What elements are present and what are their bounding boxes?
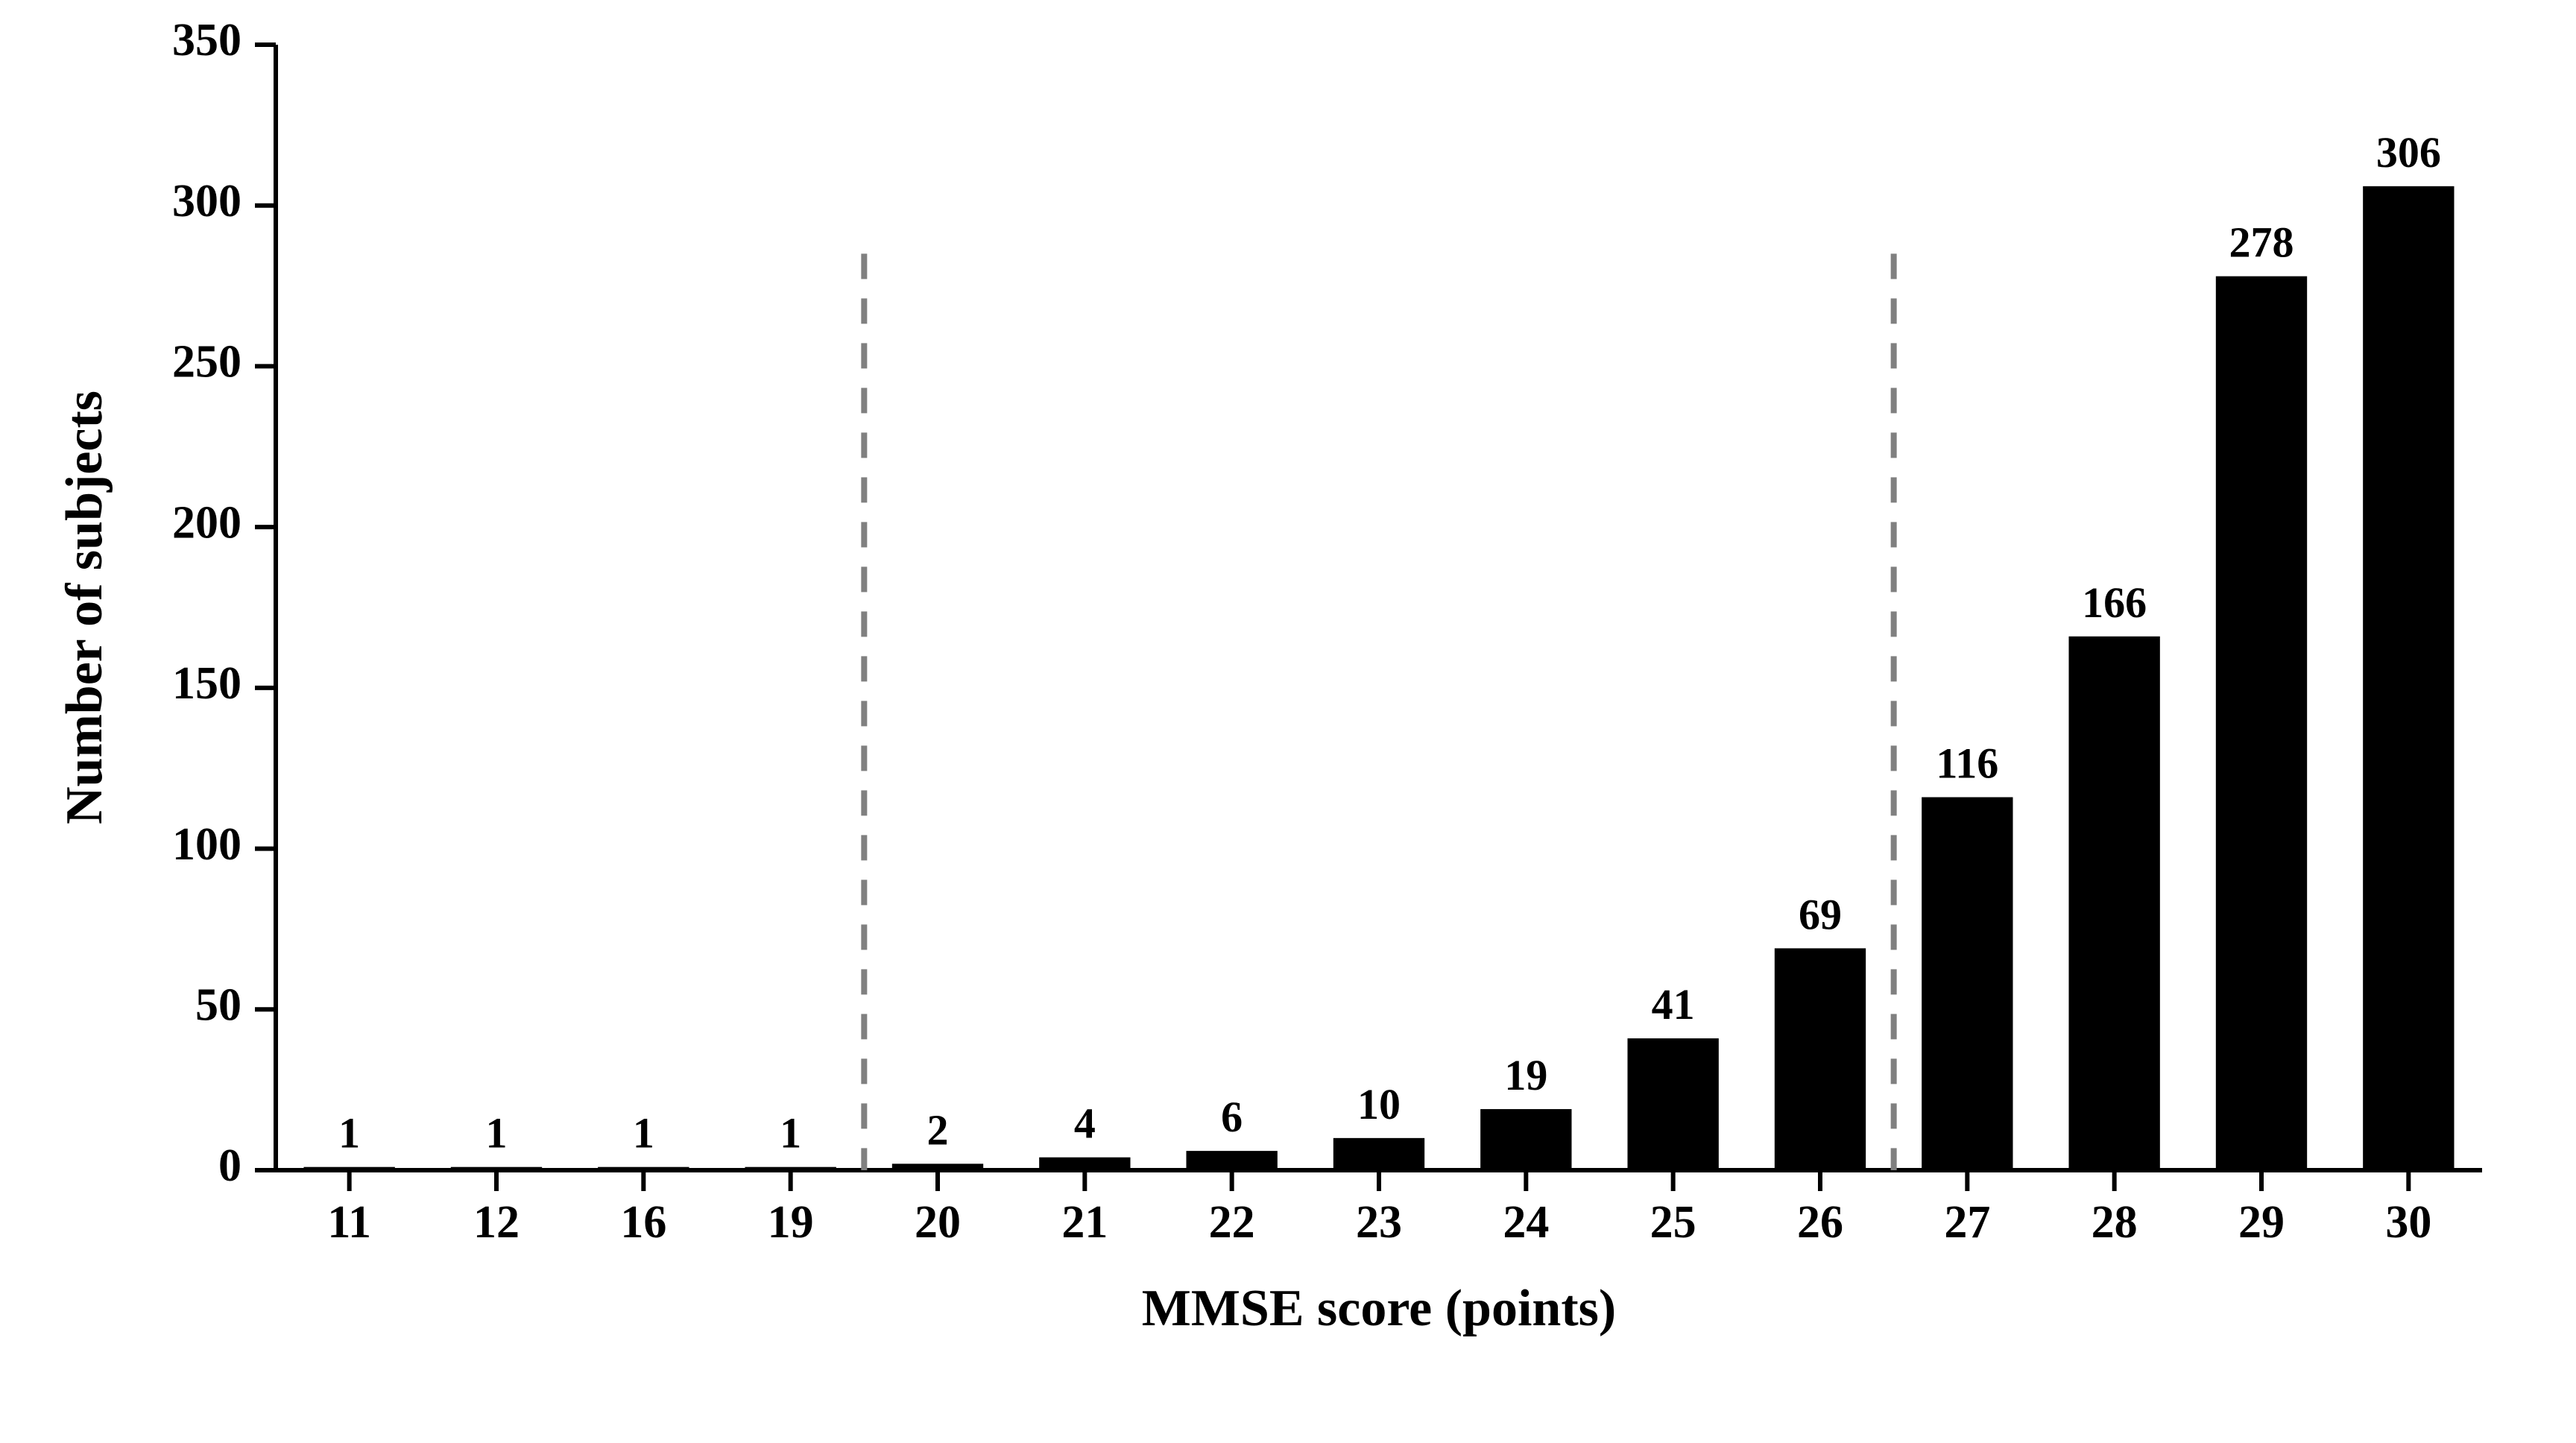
y-tick-label: 150 (172, 658, 242, 709)
x-tick-label: 24 (1503, 1197, 1549, 1248)
y-tick-label: 100 (172, 819, 242, 870)
x-tick-label: 26 (1797, 1197, 1843, 1248)
bar-value-label: 2 (927, 1105, 949, 1154)
x-tick-label: 19 (768, 1197, 814, 1248)
x-tick-label: 22 (1209, 1197, 1255, 1248)
bar (1480, 1109, 1571, 1170)
bar (451, 1167, 542, 1170)
bar-value-label: 1 (486, 1109, 508, 1158)
x-tick-label: 11 (327, 1197, 371, 1248)
bar-value-label: 278 (2229, 218, 2294, 267)
bar-value-label: 41 (1652, 980, 1695, 1029)
bar-value-label: 4 (1074, 1099, 1096, 1148)
y-tick-label: 0 (218, 1140, 242, 1191)
bar (2216, 277, 2307, 1170)
x-tick-label: 23 (1356, 1197, 1402, 1248)
x-tick-label: 16 (620, 1197, 666, 1248)
bar-value-label: 306 (2376, 128, 2441, 177)
bar (303, 1167, 394, 1170)
bar-value-label: 69 (1799, 890, 1842, 938)
x-tick-label: 25 (1650, 1197, 1696, 1248)
bar (1922, 798, 2012, 1170)
bar (2068, 637, 2159, 1170)
bar (745, 1167, 836, 1170)
bar-value-label: 1 (780, 1109, 801, 1158)
bar (1039, 1158, 1130, 1170)
bar (598, 1167, 689, 1170)
x-tick-label: 29 (2238, 1197, 2285, 1248)
y-tick-label: 50 (195, 980, 242, 1031)
bar-value-label: 116 (1936, 739, 1998, 788)
bar (892, 1163, 983, 1170)
y-tick-label: 300 (172, 176, 242, 227)
y-tick-label: 350 (172, 15, 242, 66)
bar-chart: 0 50 100 150 200 250 300 350 Number of subjects 1… (0, 0, 2576, 1443)
chart-svg: 0 50 100 150 200 250 300 350 Number of subjects 1… (0, 0, 2576, 1443)
bar (1186, 1151, 1277, 1170)
bar-value-label: 1 (633, 1109, 654, 1158)
bar-value-label: 6 (1221, 1093, 1243, 1141)
x-axis-label: MMSE score (points) (1142, 1280, 1616, 1337)
y-axis-label: Number of subjects (56, 391, 113, 824)
x-tick-label: 20 (915, 1197, 961, 1248)
x-tick-label: 28 (2092, 1197, 2138, 1248)
bar (1333, 1138, 1424, 1170)
y-tick-label: 200 (172, 497, 242, 548)
x-tick-label: 30 (2385, 1197, 2431, 1248)
bar (1775, 948, 1866, 1170)
bar-value-label: 10 (1357, 1080, 1401, 1128)
bar-value-label: 166 (2082, 578, 2147, 627)
x-tick-label: 27 (1944, 1197, 1990, 1248)
bar-value-label: 19 (1504, 1051, 1547, 1099)
bar (1627, 1038, 1718, 1170)
x-tick-label: 21 (1061, 1197, 1108, 1248)
bar-value-label: 1 (338, 1109, 360, 1158)
x-tick-label: 12 (473, 1197, 520, 1248)
bar (2363, 186, 2454, 1170)
y-tick-label: 250 (172, 337, 242, 388)
